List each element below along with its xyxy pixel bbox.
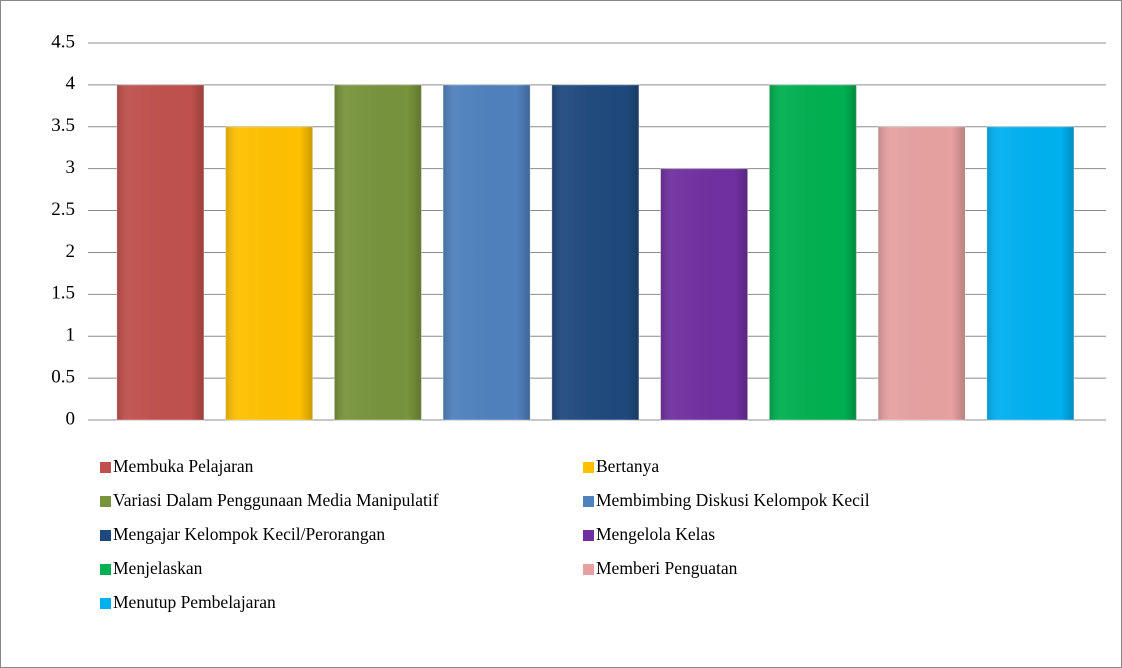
legend-swatch	[100, 496, 111, 507]
bar-shade	[878, 126, 966, 421]
legend-swatch	[100, 564, 111, 575]
bar-shade	[225, 126, 313, 421]
legend-label: Mengajar Kelompok Kecil/Perorangan	[113, 524, 385, 544]
legend-swatch	[100, 530, 111, 541]
y-tick-label: 2	[66, 241, 76, 262]
legend-label: Membimbing Diskusi Kelompok Kecil	[596, 490, 870, 510]
bar-shade	[986, 126, 1074, 421]
bar-shade	[551, 84, 639, 420]
legend-swatch	[583, 530, 594, 541]
legend-label: Variasi Dalam Penggunaan Media Manipulat…	[113, 490, 439, 510]
legend-label: Menutup Pembelajaran	[113, 592, 276, 612]
legend-swatch	[100, 598, 111, 609]
y-tick-label: 4.5	[51, 31, 75, 52]
bar-shade	[116, 84, 204, 420]
legend-label: Menjelaskan	[113, 558, 203, 578]
legend-swatch	[583, 496, 594, 507]
bar-shade	[769, 84, 857, 420]
legend-label: Bertanya	[596, 456, 659, 476]
y-tick-label: 4	[66, 73, 76, 94]
legend-swatch	[100, 462, 111, 473]
bar-shade	[660, 168, 748, 420]
y-tick-label: 0.5	[51, 366, 75, 387]
y-tick-label: 1.5	[51, 283, 75, 304]
legend-label: Membuka Pelajaran	[113, 456, 254, 476]
legend-swatch	[583, 564, 594, 575]
legend-swatch	[583, 462, 594, 473]
bar-shade	[334, 84, 422, 420]
y-tick-label: 3.5	[51, 115, 75, 136]
legend-label: Mengelola Kelas	[596, 524, 715, 544]
y-tick-label: 3	[66, 157, 76, 178]
y-tick-label: 0	[66, 408, 76, 429]
legend-label: Memberi Penguatan	[596, 558, 738, 578]
bar-shade	[443, 84, 531, 420]
y-tick-label: 1	[66, 325, 76, 346]
y-tick-label: 2.5	[51, 199, 75, 220]
